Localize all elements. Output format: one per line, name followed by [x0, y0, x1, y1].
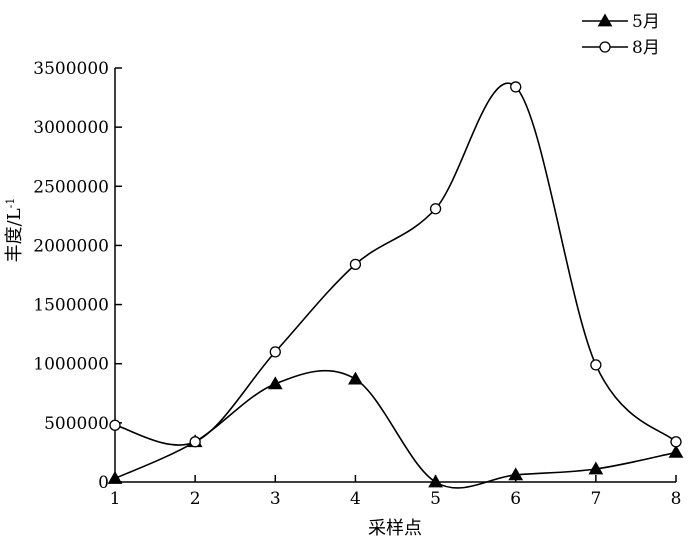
- y-tick-label: 500000: [44, 414, 109, 434]
- legend-marker: [597, 13, 613, 27]
- legend-item: 5月: [582, 12, 660, 32]
- axis-lines: [114, 68, 676, 483]
- data-point: [107, 470, 123, 484]
- data-point: [670, 436, 682, 448]
- data-point: [349, 258, 362, 271]
- y-tick-label: 0: [98, 473, 109, 493]
- data-point: [590, 359, 602, 371]
- series-2: [109, 81, 682, 448]
- y-tick-label: 3000000: [33, 118, 109, 138]
- y-tick-label: 1000000: [33, 355, 109, 375]
- data-point: [109, 419, 121, 431]
- legend-item: 8月: [582, 38, 660, 58]
- legend-marker: [599, 41, 611, 53]
- data-point: [508, 467, 524, 481]
- series-layer: [107, 81, 684, 489]
- legend-label: 5月: [632, 12, 660, 32]
- axes: 0 500000 1000000 1500000 2000000 2500000 30000…: [33, 59, 681, 509]
- data-point: [348, 371, 363, 385]
- x-tick-label: 1: [110, 489, 121, 509]
- series-1: [107, 369, 684, 489]
- data-point: [588, 461, 604, 475]
- data-point: [429, 203, 442, 215]
- y-tick-label: 2000000: [33, 236, 109, 256]
- y-tick-label: 3500000: [33, 59, 109, 79]
- data-point: [269, 346, 281, 358]
- x-tick-label: 4: [350, 489, 361, 509]
- series-line: [114, 82, 677, 446]
- y-axis-label-main: 丰度/L: [4, 208, 25, 262]
- legend-label: 8月: [632, 38, 660, 58]
- y-tick-label: 2500000: [33, 177, 109, 197]
- y-axis-label: 丰度/L-1: [4, 198, 26, 263]
- data-point: [510, 81, 522, 93]
- x-tick-label: 8: [671, 489, 682, 509]
- x-tick-label: 7: [590, 489, 601, 509]
- data-point: [267, 376, 283, 390]
- data-point: [189, 436, 201, 448]
- x-tick-label: 3: [270, 489, 281, 509]
- x-tick-label: 6: [510, 489, 521, 509]
- data-point: [428, 474, 443, 488]
- y-axis-label-superscript: -1: [4, 198, 17, 209]
- y-tick-label: 1500000: [33, 296, 109, 316]
- x-axis-label: 采样点: [368, 518, 422, 539]
- data-point: [668, 444, 684, 458]
- x-tick-label: 2: [190, 489, 201, 509]
- x-tick-label: 5: [430, 489, 441, 509]
